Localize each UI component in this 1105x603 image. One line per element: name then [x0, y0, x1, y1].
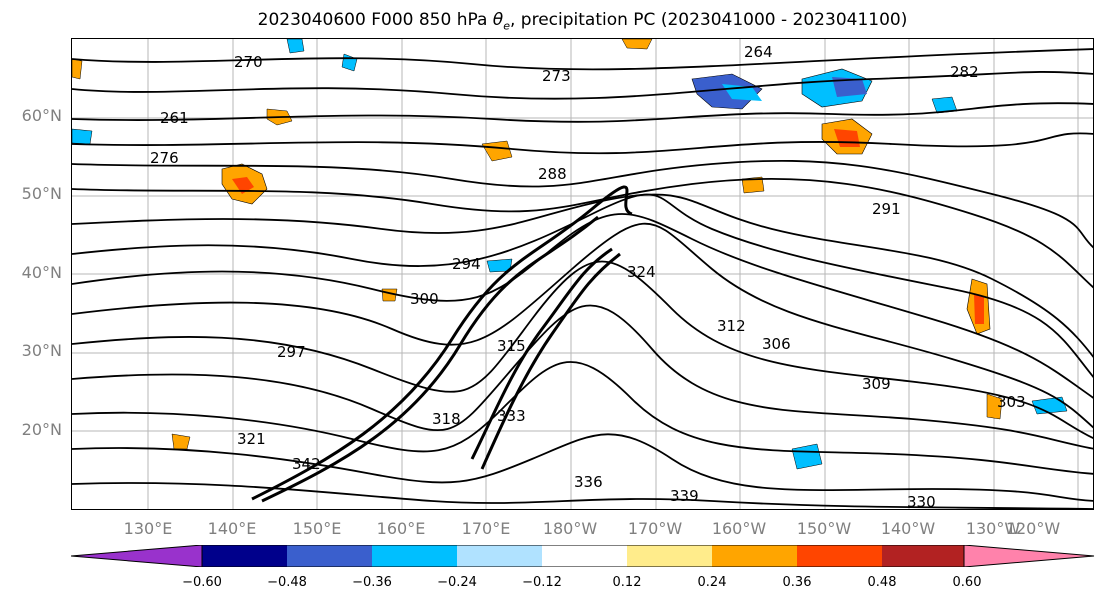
title-sub: e [503, 19, 510, 33]
contour-label-group: 264 270 261 276 273 282 288 291 294 297 … [150, 43, 1026, 510]
contour-label: 297 [277, 343, 306, 361]
colorbar-segment [627, 545, 712, 567]
precip-patches [72, 39, 1068, 470]
colorbar-segment [457, 545, 542, 567]
contour-label: 291 [872, 200, 901, 218]
lon-label: 150°W [796, 519, 852, 538]
colorbar-segment [882, 545, 967, 567]
colorbar-tick: −0.48 [267, 575, 307, 590]
lon-label: 160°E [376, 519, 426, 538]
lat-label-50n: 50°N [21, 184, 62, 203]
map-title: 2023040600 F000 850 hPa θe, precipitatio… [0, 10, 1105, 32]
theta-e-contours [72, 48, 1093, 509]
title-theta: θ [492, 10, 504, 30]
colorbar-segment [372, 545, 457, 567]
contour-label: 264 [744, 43, 773, 61]
contour-label: 342 [292, 455, 321, 473]
contour-label: 288 [538, 165, 567, 183]
contour-label: 276 [150, 149, 179, 167]
colorbar-segment [287, 545, 372, 567]
lat-label-20n: 20°N [21, 420, 62, 439]
colorbar-tick: 0.12 [612, 575, 642, 590]
contour-label: 300 [410, 290, 439, 308]
lon-label: 130°W [965, 519, 1021, 538]
contour-label: 333 [497, 407, 526, 425]
colorbar-segment [712, 545, 797, 567]
title-suffix: , precipitation PC (2023041000 - 2023041… [509, 10, 908, 30]
colorbar-tick: 0.36 [782, 575, 812, 590]
colorbar-segment [797, 545, 882, 567]
colorbar-extend-right [963, 545, 1095, 567]
contour-label: 309 [862, 375, 891, 393]
contour-label: 339 [670, 487, 699, 505]
colorbar-extend-left [71, 545, 203, 567]
contour-label: 318 [432, 410, 461, 428]
contour-label: 294 [452, 255, 481, 273]
colorbar-tick: −0.24 [437, 575, 477, 590]
lon-label: 120°W [1005, 519, 1061, 538]
colorbar-tick: −0.12 [522, 575, 562, 590]
contour-label: 282 [950, 63, 979, 81]
colorbar-tick: 0.48 [867, 575, 897, 590]
map-svg: 264 270 261 276 273 282 288 291 294 297 … [72, 39, 1093, 510]
lon-label: 140°W [880, 519, 936, 538]
contour-label: 312 [717, 317, 746, 335]
contour-label: 303 [997, 393, 1026, 411]
lon-label: 180°W [542, 519, 598, 538]
colorbar-segment [542, 545, 627, 567]
lon-label: 170°W [627, 519, 683, 538]
lat-label-40n: 40°N [21, 263, 62, 282]
lon-label: 160°W [711, 519, 767, 538]
colorbar [71, 545, 1095, 567]
lon-label: 130°E [123, 519, 173, 538]
contour-label: 321 [237, 430, 266, 448]
frontal-bundle [251, 185, 633, 503]
colorbar-tick: −0.36 [352, 575, 392, 590]
contour-label: 336 [574, 473, 603, 491]
colorbar-tick: 0.60 [952, 575, 982, 590]
contour-label: 306 [762, 335, 791, 353]
title-prefix: 2023040600 F000 850 hPa [257, 10, 493, 30]
lon-label: 150°E [292, 519, 342, 538]
lat-label-30n: 30°N [21, 341, 62, 360]
lon-label: 170°E [461, 519, 511, 538]
contour-label: 273 [542, 67, 571, 85]
map-panel: 264 270 261 276 273 282 288 291 294 297 … [71, 38, 1094, 510]
contour-label: 324 [627, 263, 656, 281]
graticule [72, 39, 1093, 509]
contour-label: 330 [907, 493, 936, 510]
contour-label: 315 [497, 337, 526, 355]
lon-label: 140°E [207, 519, 257, 538]
contour-label: 270 [234, 53, 263, 71]
colorbar-tick: −0.60 [182, 575, 222, 590]
colorbar-segment [202, 545, 287, 567]
lat-label-60n: 60°N [21, 106, 62, 125]
colorbar-tick: 0.24 [697, 575, 727, 590]
contour-label: 261 [160, 109, 189, 127]
